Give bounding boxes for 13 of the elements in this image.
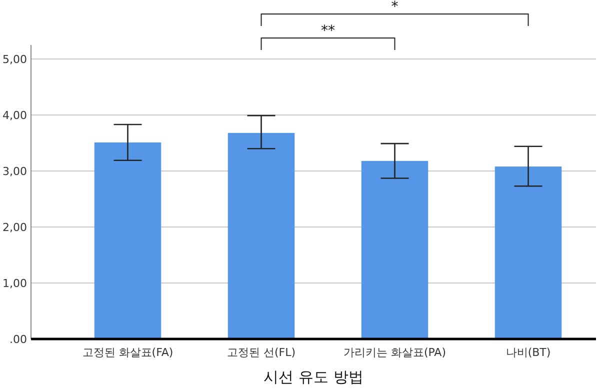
text: ** [321, 23, 335, 39]
y-tick-label: 5,00 [2, 52, 27, 66]
y-tick-label: 3,00 [2, 164, 27, 178]
x-axis-title: 시선 유도 방법 [264, 368, 364, 386]
y-tick-label: 4,00 [2, 108, 27, 122]
text: * [391, 0, 398, 15]
y-tick-label: .00 [10, 332, 27, 346]
y-tick-label: 2,00 [2, 220, 27, 234]
x-tick-label: 가리키는 화살표(PA) [343, 346, 446, 359]
x-tick-label: 고정된 선(FL) [226, 346, 296, 359]
x-tick-label: 나비(BT) [506, 346, 551, 359]
x-tick-label: 고정된 화살표(FA) [82, 346, 174, 359]
y-tick-label: 1,00 [2, 276, 27, 290]
